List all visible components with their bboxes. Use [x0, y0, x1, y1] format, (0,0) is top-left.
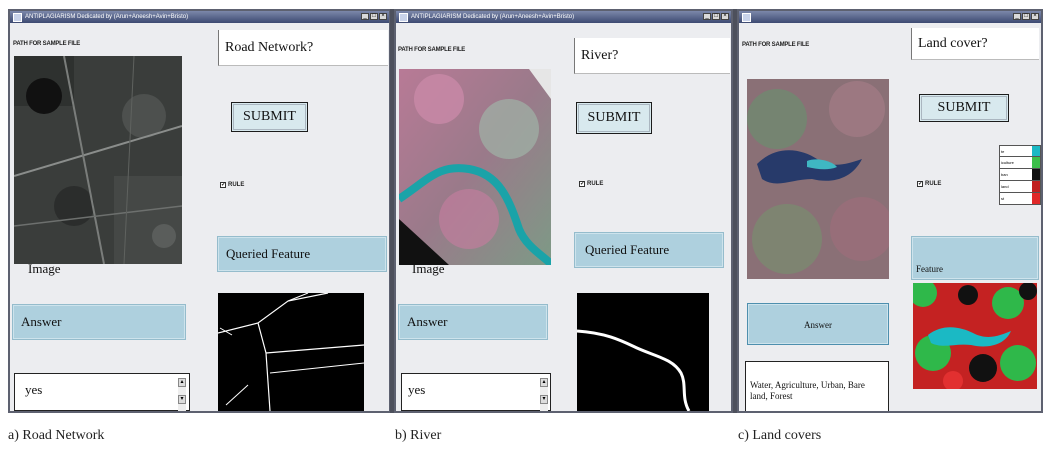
answer-scrollbar[interactable]: ▴ ▾: [540, 378, 548, 411]
rule-label: RULE: [228, 182, 245, 188]
rule-label: RULE: [587, 181, 604, 187]
app-icon: [399, 13, 408, 22]
path-label: PATH FOR SAMPLE FILE: [742, 42, 810, 48]
checkbox-checked-icon[interactable]: ✓: [220, 182, 227, 188]
answer-text-area[interactable]: yes: [401, 373, 551, 411]
sample-image-river: [399, 69, 551, 265]
legend-swatch: [1032, 193, 1040, 204]
answer-button[interactable]: Answer: [12, 304, 186, 340]
app-icon: [742, 13, 751, 22]
feature-button[interactable]: Feature: [911, 236, 1039, 280]
scroll-down-icon[interactable]: ▾: [540, 395, 548, 404]
caption-river: b) River: [395, 428, 442, 443]
answer-scrollbar[interactable]: ▴ ▾: [178, 378, 186, 411]
submit-button[interactable]: SUBMIT: [576, 102, 652, 134]
title-bar[interactable]: ANTIPLAGIARISM Dedicated by (Arun+Aneesh…: [10, 11, 389, 23]
title-bar[interactable]: ANTIPLAGIARISM Dedicated by (Arun+Aneesh…: [396, 11, 731, 23]
legend-row: ban: [999, 169, 1041, 181]
rule-checkbox[interactable]: ✓ RULE: [579, 181, 603, 187]
window-title: ANTIPLAGIARISM Dedicated by (Arun+Aneesh…: [411, 14, 575, 20]
answer-text-area[interactable]: Water, Agriculture, Urban, Bare land, Fo…: [745, 361, 889, 411]
submit-button[interactable]: SUBMIT: [231, 102, 308, 132]
answer-button[interactable]: Answer: [398, 304, 548, 340]
window-land-cover: _ □ × PATH FOR SAMPLE FILE Land cover? SUB…: [737, 9, 1043, 413]
answer-text: yes: [25, 382, 43, 397]
legend-label: ban: [1001, 172, 1008, 177]
window-controls: _ □ ×: [1013, 13, 1039, 20]
sample-image-grayscale: [14, 56, 182, 264]
rule-label: RULE: [925, 181, 942, 187]
legend-swatch: [1032, 146, 1040, 156]
close-icon[interactable]: ×: [1031, 13, 1039, 20]
minimize-icon[interactable]: _: [703, 13, 711, 20]
submit-button[interactable]: SUBMIT: [919, 94, 1009, 122]
answer-text-area[interactable]: yes: [14, 373, 190, 411]
legend-row: te: [999, 145, 1041, 157]
checkbox-checked-icon[interactable]: ✓: [917, 181, 924, 187]
path-label: PATH FOR SAMPLE FILE: [398, 47, 466, 53]
maximize-icon[interactable]: □: [712, 13, 720, 20]
question-field[interactable]: Road Network?: [218, 30, 388, 66]
maximize-icon[interactable]: □: [370, 13, 378, 20]
caption-land-covers: c) Land covers: [738, 428, 822, 443]
path-label: PATH FOR SAMPLE FILE: [13, 41, 81, 47]
separator: [390, 9, 395, 413]
legend-swatch: [1032, 181, 1040, 192]
legend-label: iculture: [1001, 160, 1014, 165]
legend-label: land: [1001, 184, 1009, 189]
close-icon[interactable]: ×: [379, 13, 387, 20]
window-road-network: ANTIPLAGIARISM Dedicated by (Arun+Aneesh…: [8, 9, 391, 413]
window-controls: _ □ ×: [703, 13, 729, 20]
legend-swatch: [1032, 157, 1040, 168]
window-title: ANTIPLAGIARISM Dedicated by (Arun+Aneesh…: [25, 14, 189, 20]
minimize-icon[interactable]: _: [361, 13, 369, 20]
river-output-image: [577, 293, 709, 411]
queried-feature-button[interactable]: Queried Feature: [574, 232, 724, 268]
land-cover-output-map: [913, 283, 1037, 389]
window-river: ANTIPLAGIARISM Dedicated by (Arun+Aneesh…: [394, 9, 733, 413]
checkbox-checked-icon[interactable]: ✓: [579, 181, 586, 187]
question-field[interactable]: Land cover?: [911, 28, 1039, 60]
scroll-up-icon[interactable]: ▴: [540, 378, 548, 387]
answer-text: yes: [408, 382, 426, 397]
image-label: Image: [412, 261, 445, 276]
image-label: Image: [28, 261, 61, 276]
window-controls: _ □ ×: [361, 13, 387, 20]
legend-label: st: [1001, 196, 1005, 201]
title-bar[interactable]: _ □ ×: [739, 11, 1041, 23]
minimize-icon[interactable]: _: [1013, 13, 1021, 20]
legend-label: te: [1001, 149, 1005, 154]
rule-checkbox[interactable]: ✓ RULE: [917, 181, 941, 187]
close-icon[interactable]: ×: [721, 13, 729, 20]
sample-image-land-cover: [747, 79, 889, 279]
question-field[interactable]: River?: [574, 38, 730, 74]
legend-swatch: [1032, 169, 1040, 180]
caption-road-network: a) Road Network: [8, 428, 105, 443]
answer-text: Water, Agriculture, Urban, Bare land, Fo…: [750, 380, 865, 401]
separator: [733, 9, 738, 413]
land-cover-legend: te iculture ban land st: [999, 145, 1041, 205]
scroll-up-icon[interactable]: ▴: [178, 378, 186, 387]
rule-checkbox[interactable]: ✓ RULE: [220, 182, 244, 188]
legend-row: land: [999, 181, 1041, 193]
maximize-icon[interactable]: □: [1022, 13, 1030, 20]
answer-button[interactable]: Answer: [747, 303, 889, 345]
legend-row: st: [999, 193, 1041, 205]
app-icon: [13, 13, 22, 22]
legend-row: iculture: [999, 157, 1041, 169]
scroll-down-icon[interactable]: ▾: [178, 395, 186, 404]
queried-feature-button[interactable]: Queried Feature: [217, 236, 387, 272]
road-network-output-image: [218, 293, 364, 411]
